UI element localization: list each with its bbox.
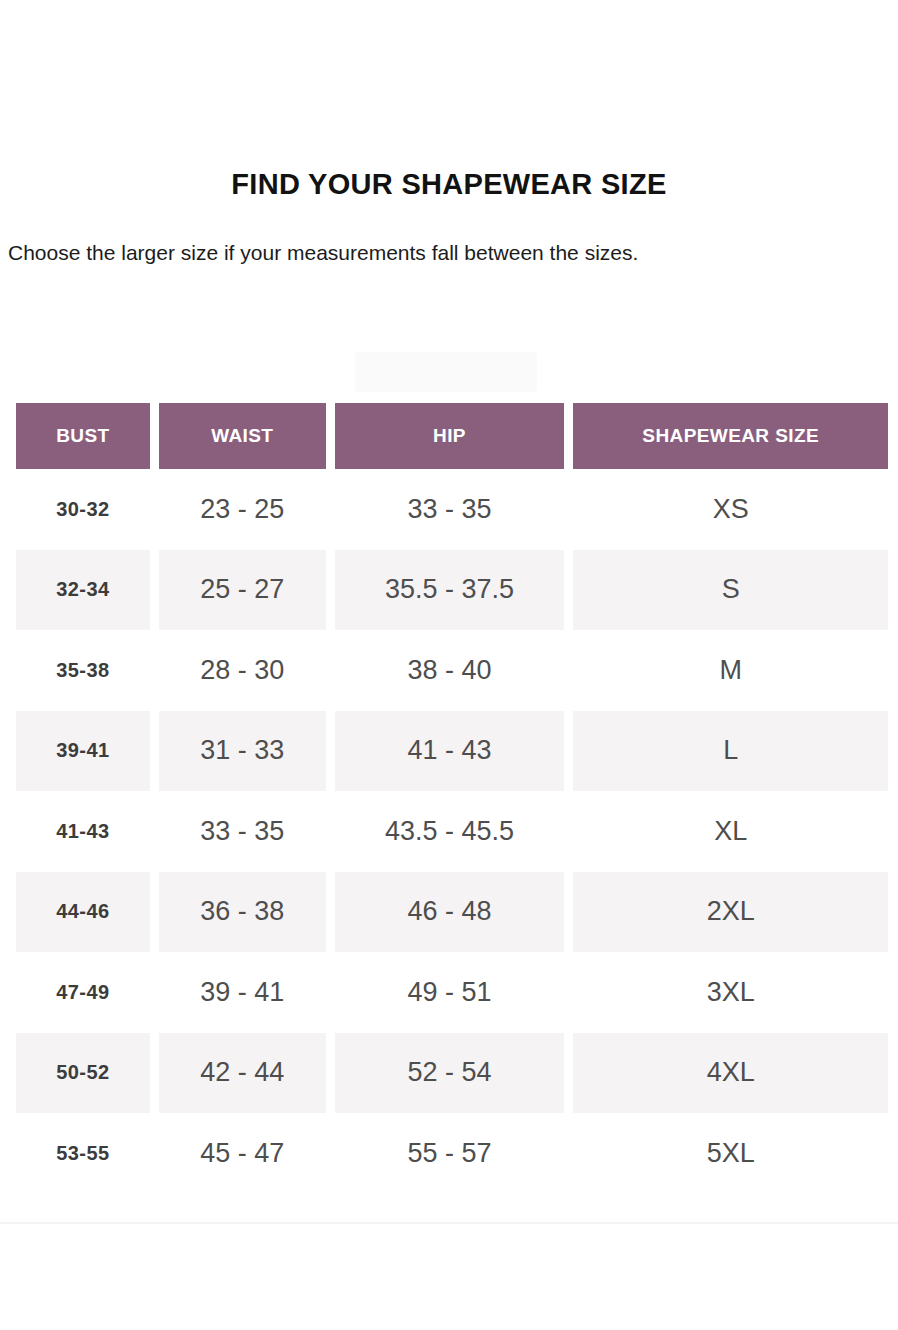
- table-row: 53-5545 - 4755 - 575XL: [16, 1113, 888, 1194]
- size-guide-page: FIND YOUR SHAPEWEAR SIZE Choose the larg…: [0, 0, 898, 1330]
- faint-ghost-artifact: [355, 352, 537, 392]
- waist-cell: 42 - 44: [159, 1033, 326, 1114]
- hip-cell: 46 - 48: [335, 872, 565, 953]
- waist-cell: 28 - 30: [159, 630, 326, 711]
- size-cell: 4XL: [573, 1033, 888, 1114]
- waist-cell: 23 - 25: [159, 469, 326, 550]
- column-header-waist: WAIST: [159, 403, 326, 469]
- waist-cell: 39 - 41: [159, 952, 326, 1033]
- bust-cell: 53-55: [16, 1113, 150, 1194]
- waist-cell: 33 - 35: [159, 791, 326, 872]
- bust-cell: 41-43: [16, 791, 150, 872]
- bust-cell: 44-46: [16, 872, 150, 953]
- table-row: 30-3223 - 2533 - 35XS: [16, 469, 888, 550]
- hip-cell: 41 - 43: [335, 711, 565, 792]
- size-chart-table: BUST WAIST HIP SHAPEWEAR SIZE 30-3223 - …: [16, 403, 888, 1194]
- table-row: 41-4333 - 3543.5 - 45.5XL: [16, 791, 888, 872]
- size-cell: 2XL: [573, 872, 888, 953]
- bust-cell: 47-49: [16, 952, 150, 1033]
- size-cell: XL: [573, 791, 888, 872]
- bust-cell: 35-38: [16, 630, 150, 711]
- table-row: 44-4636 - 3846 - 482XL: [16, 872, 888, 953]
- waist-cell: 25 - 27: [159, 550, 326, 631]
- hip-cell: 35.5 - 37.5: [335, 550, 565, 631]
- table-body: 30-3223 - 2533 - 35XS32-3425 - 2735.5 - …: [16, 469, 888, 1194]
- size-cell: L: [573, 711, 888, 792]
- table-row: 35-3828 - 3038 - 40M: [16, 630, 888, 711]
- bust-cell: 32-34: [16, 550, 150, 631]
- waist-cell: 45 - 47: [159, 1113, 326, 1194]
- column-header-shapewear-size: SHAPEWEAR SIZE: [573, 403, 888, 469]
- size-cell: M: [573, 630, 888, 711]
- table-row: 50-5242 - 4452 - 544XL: [16, 1033, 888, 1114]
- page-subtitle: Choose the larger size if your measureme…: [0, 241, 898, 265]
- bust-cell: 39-41: [16, 711, 150, 792]
- table-row: 47-4939 - 4149 - 513XL: [16, 952, 888, 1033]
- hip-cell: 55 - 57: [335, 1113, 565, 1194]
- table-header-row: BUST WAIST HIP SHAPEWEAR SIZE: [16, 403, 888, 469]
- size-cell: XS: [573, 469, 888, 550]
- bust-cell: 50-52: [16, 1033, 150, 1114]
- size-cell: 3XL: [573, 952, 888, 1033]
- hip-cell: 38 - 40: [335, 630, 565, 711]
- bust-cell: 30-32: [16, 469, 150, 550]
- size-cell: S: [573, 550, 888, 631]
- page-title: FIND YOUR SHAPEWEAR SIZE: [0, 0, 898, 201]
- table-row: 39-4131 - 3341 - 43L: [16, 711, 888, 792]
- bottom-divider: [0, 1222, 898, 1224]
- hip-cell: 52 - 54: [335, 1033, 565, 1114]
- hip-cell: 49 - 51: [335, 952, 565, 1033]
- table-row: 32-3425 - 2735.5 - 37.5S: [16, 550, 888, 631]
- waist-cell: 36 - 38: [159, 872, 326, 953]
- waist-cell: 31 - 33: [159, 711, 326, 792]
- hip-cell: 33 - 35: [335, 469, 565, 550]
- column-header-hip: HIP: [335, 403, 565, 469]
- column-header-bust: BUST: [16, 403, 150, 469]
- hip-cell: 43.5 - 45.5: [335, 791, 565, 872]
- size-cell: 5XL: [573, 1113, 888, 1194]
